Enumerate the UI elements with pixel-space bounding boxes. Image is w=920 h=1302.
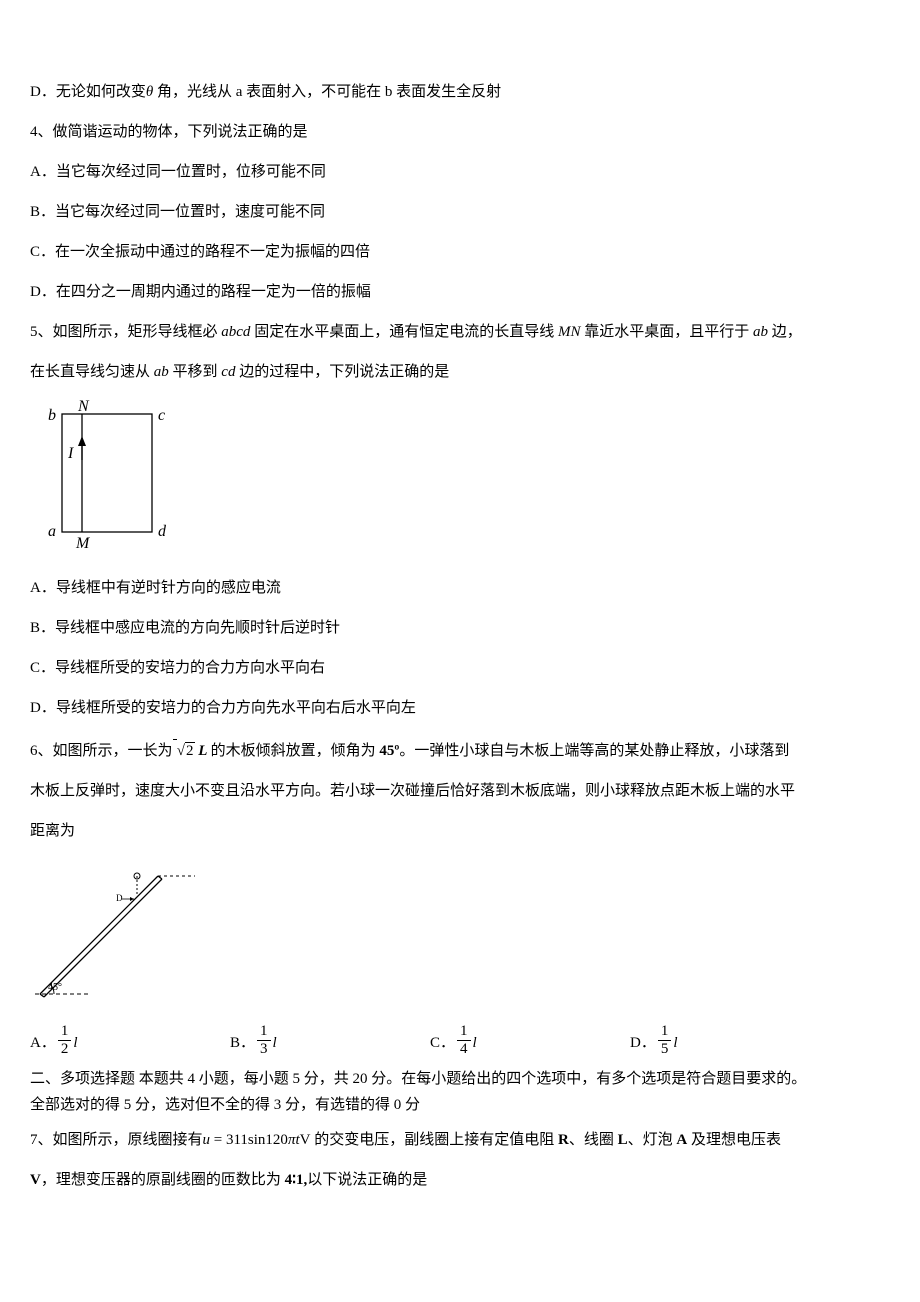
q5-label-b: b: [48, 407, 56, 424]
q6-figure: 45° D: [30, 859, 890, 1012]
q6a-prefix: A．: [30, 1031, 56, 1055]
q7-u: u: [203, 1132, 211, 1148]
q5-label-a: a: [48, 523, 56, 540]
q6-options: A． 12l B． 13l C． 14l D． 15l: [30, 1026, 890, 1059]
q5-stem6: 平移到: [169, 364, 222, 380]
q5-stem2: 固定在水平桌面上，通有恒定电流的长直导线: [250, 324, 558, 340]
q4-stem: 4、做简谐运动的物体，下列说法正确的是: [30, 120, 890, 144]
q6d-den: 5: [658, 1041, 672, 1057]
q3-option-d: D．无论如何改变θ 角，光线从 a 表面射入，不可能在 b 表面发生全反射: [30, 80, 890, 104]
q6c-num: 1: [457, 1024, 471, 1041]
q4-option-d: D．在四分之一周期内通过的路程一定为一倍的振幅: [30, 280, 890, 304]
q7-Lcoil: L: [618, 1132, 628, 1148]
q5-option-b: B．导线框中感应电流的方向先顺时针后逆时针: [30, 616, 890, 640]
q6b-frac: 13: [257, 1024, 271, 1057]
q6b-num: 1: [257, 1024, 271, 1041]
q5-MN: MN: [558, 324, 581, 340]
q6-angle: 45º: [379, 743, 399, 759]
q5-figure: b c a d N M I: [30, 400, 890, 558]
q5-svg: b c a d N M I: [30, 400, 170, 550]
q6d-frac: 15: [658, 1024, 672, 1057]
q7-stem2: 的交变电压，副线圈上接有定值电阻: [310, 1132, 558, 1148]
q5-stem1: 5、如图所示，矩形导线框必: [30, 324, 221, 340]
q5-rect: [62, 414, 152, 532]
q7-stem1: 7、如图所示，原线圈接有: [30, 1132, 203, 1148]
q7-stem3: 、线圈: [569, 1132, 618, 1148]
q6-stem2: 的木板倾斜放置，倾角为: [211, 743, 380, 759]
q5-stem4: 边，: [768, 324, 802, 340]
q7-stem7: 以下说法正确的是: [307, 1172, 427, 1188]
q7-eq: = 311sin120: [210, 1132, 288, 1148]
q5-label-N: N: [77, 400, 90, 415]
q5-cd: cd: [221, 364, 235, 380]
q7-ratio: 4∶1,: [285, 1172, 308, 1188]
q4-option-a: A．当它每次经过同一位置时，位移可能不同: [30, 160, 890, 184]
section2-line1: 二、多项选择题 本题共 4 小题，每小题 5 分，共 20 分。在每小题给出的四…: [30, 1067, 890, 1093]
q5-option-d: D．导线框所受的安培力的合力方向先水平向右后水平向左: [30, 696, 890, 720]
q5-option-a: A．导线框中有逆时针方向的感应电流: [30, 576, 890, 600]
q5-label-c: c: [158, 407, 165, 424]
q4-option-b: B．当它每次经过同一位置时，速度可能不同: [30, 200, 890, 224]
q5-stem7: 边的过程中，下列说法正确的是: [235, 364, 449, 380]
q6-stem3: 。一弹性小球自与木板上端等高的某处静止释放，小球落到: [399, 743, 789, 759]
q6-angle-label: 45°: [48, 982, 62, 993]
q6-option-b: B． 13l: [230, 1026, 430, 1059]
q6-option-d: D． 15l: [630, 1026, 830, 1059]
q7-V: V: [300, 1132, 311, 1148]
q5-abcd: abcd: [221, 324, 250, 340]
q5-stem-line1: 5、如图所示，矩形导线框必 abcd 固定在水平桌面上，通有恒定电流的长直导线 …: [30, 320, 890, 344]
q6c-prefix: C．: [430, 1031, 455, 1055]
section2-line2: 全部选对的得 5 分，选对但不全的得 3 分，有选错的得 0 分: [30, 1093, 890, 1119]
q6a-frac: 12: [58, 1024, 72, 1057]
q5-ab: ab: [753, 324, 768, 340]
q6-L: L: [195, 743, 211, 759]
q6-stem-line3: 距离为: [30, 819, 890, 843]
q7-R: R: [558, 1132, 569, 1148]
q5-stem3: 靠近水平桌面，且平行于: [580, 324, 753, 340]
q6-d-label: D: [116, 893, 123, 903]
q3d-prefix: D．无论如何改变: [30, 84, 146, 100]
q6-board-top: [40, 876, 158, 994]
q6c-l: l: [473, 1031, 477, 1055]
q5-stem5: 在长直导线匀速从: [30, 364, 154, 380]
q6b-l: l: [273, 1031, 277, 1055]
q5-label-d: d: [158, 523, 167, 540]
q7-A: A: [676, 1132, 687, 1148]
q5-label-I: I: [67, 445, 74, 462]
q6-stem-line1: 6、如图所示，一长为 √2 L 的木板倾斜放置，倾角为 45º。一弹性小球自与木…: [30, 736, 890, 763]
q7-stem5: 及理想电压表: [687, 1132, 781, 1148]
q5-ab2: ab: [154, 364, 169, 380]
q5-label-M: M: [75, 535, 91, 550]
q6-stem-line2: 木板上反弹时，速度大小不变且沿水平方向。若小球一次碰撞后恰好落到木板底端，则小球…: [30, 779, 890, 803]
q6b-den: 3: [257, 1041, 271, 1057]
q7-stem6: ，理想变压器的原副线圈的匝数比为: [41, 1172, 285, 1188]
q7-stem-line2: V，理想变压器的原副线圈的匝数比为 4∶1,以下说法正确的是: [30, 1168, 890, 1192]
q6-option-c: C． 14l: [430, 1026, 630, 1059]
q6-board-bottom: [44, 879, 162, 997]
q5-option-c: C．导线框所受的安培力的合力方向水平向右: [30, 656, 890, 680]
q6a-num: 1: [58, 1024, 72, 1041]
q6-option-a: A． 12l: [30, 1026, 230, 1059]
q4-option-c: C．在一次全振动中通过的路程不一定为振幅的四倍: [30, 240, 890, 264]
q6d-num: 1: [658, 1024, 672, 1041]
q6c-den: 4: [457, 1041, 471, 1057]
q3d-rest: 角，光线从 a 表面射入，不可能在 b 表面发生全反射: [153, 84, 501, 100]
section2-header: 二、多项选择题 本题共 4 小题，每小题 5 分，共 20 分。在每小题给出的四…: [30, 1067, 890, 1118]
q7-Vmeter: V: [30, 1172, 41, 1188]
q6d-l: l: [673, 1031, 677, 1055]
q7-stem4: 、灯泡: [628, 1132, 677, 1148]
q6a-den: 2: [58, 1041, 72, 1057]
q5-stem-line2: 在长直导线匀速从 ab 平移到 cd 边的过程中，下列说法正确的是: [30, 360, 890, 384]
q6d-prefix: D．: [630, 1031, 656, 1055]
q6c-frac: 14: [457, 1024, 471, 1057]
q7-stem-line1: 7、如图所示，原线圈接有u = 311sin120πtV 的交变电压，副线圈上接…: [30, 1128, 890, 1152]
q6-svg: 45° D: [30, 859, 200, 1004]
q6b-prefix: B．: [230, 1031, 255, 1055]
q6a-l: l: [73, 1031, 77, 1055]
q6-stem1: 6、如图所示，一长为: [30, 743, 173, 759]
q5-arrow-head: [78, 436, 86, 446]
